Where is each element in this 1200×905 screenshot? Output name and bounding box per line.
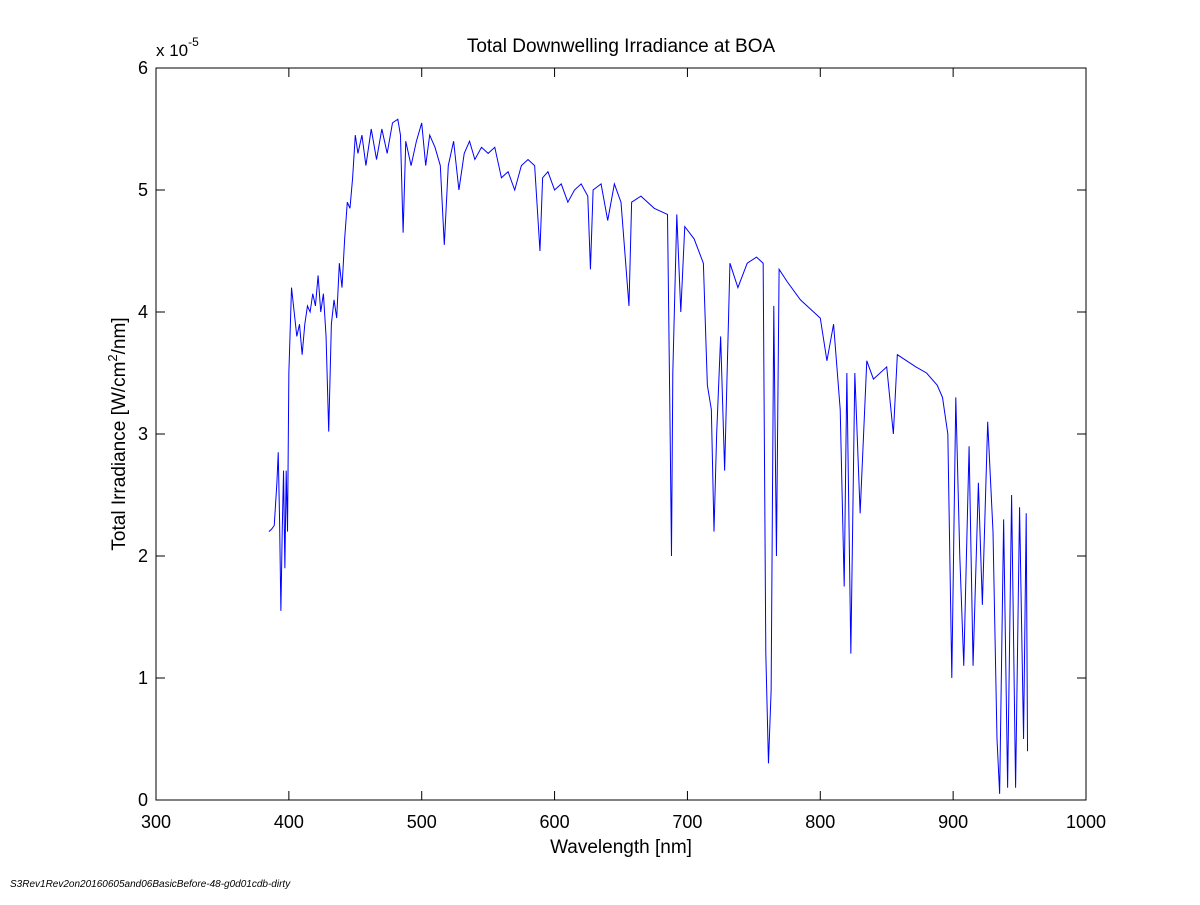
data-line <box>268 118 1029 794</box>
plot-area <box>155 67 1087 801</box>
y-tick-label: 3 <box>138 424 148 444</box>
y-tick-label: 1 <box>138 668 148 688</box>
x-tick-label: 700 <box>672 812 702 832</box>
multiplier-base: x 10 <box>156 41 188 60</box>
y-axis-label: Total Irradiance [W/cm2/nm] <box>105 317 130 550</box>
y-label-text: /nm] <box>109 317 130 354</box>
x-tick-label: 400 <box>274 812 304 832</box>
x-tick-label: 800 <box>805 812 835 832</box>
x-axis-label: Wavelength [nm] <box>550 837 692 858</box>
x-tick-label: 300 <box>141 812 171 832</box>
footer-note: S3Rev1Rev2on20160605and06BasicBefore-48-… <box>10 879 291 890</box>
y-multiplier: x 10-5 <box>156 35 199 60</box>
x-tick-label: 1000 <box>1066 812 1106 832</box>
y-tick-label: 6 <box>138 58 148 78</box>
y-tick-label: 0 <box>138 790 148 810</box>
y-tick-label: 2 <box>138 546 148 566</box>
y-tick-label: 4 <box>138 302 148 322</box>
x-tick-label: 600 <box>540 812 570 832</box>
x-tick-label: 900 <box>938 812 968 832</box>
x-tick-label: 500 <box>407 812 437 832</box>
y-label-text: Total Irradiance [W/cm <box>109 362 130 551</box>
multiplier-exponent: -5 <box>188 35 199 49</box>
y-label-sup: 2 <box>105 354 120 361</box>
chart-title: Total Downwelling Irradiance at BOA <box>467 36 776 57</box>
y-tick-label: 5 <box>138 180 148 200</box>
